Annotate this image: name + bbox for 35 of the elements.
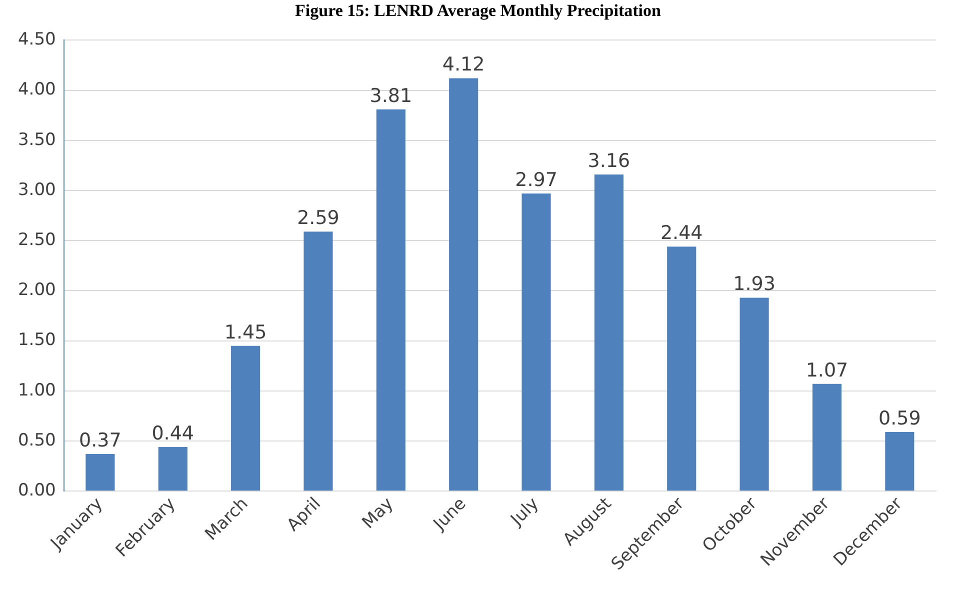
- y-tick-label: 1.00: [18, 380, 56, 400]
- bar: [86, 454, 115, 491]
- data-label: 3.16: [588, 150, 630, 172]
- y-tick-label: 4.00: [18, 80, 56, 100]
- bar: [885, 432, 914, 491]
- data-label: 0.44: [152, 422, 194, 444]
- data-label: 0.59: [878, 407, 921, 430]
- data-label: 3.81: [370, 84, 412, 107]
- data-label: 2.44: [660, 222, 703, 244]
- bar: [522, 194, 551, 491]
- data-label: 2.97: [515, 168, 558, 191]
- data-label: 1.07: [806, 359, 848, 382]
- data-label: 1.93: [733, 273, 776, 296]
- chart-title: Figure 15: LENRD Average Monthly Precipitation: [294, 0, 662, 22]
- y-tick-label: 2.00: [18, 280, 56, 300]
- bar: [667, 246, 696, 491]
- y-tick-label: 3.00: [18, 180, 56, 200]
- bar: [231, 346, 260, 491]
- bar: [158, 447, 188, 491]
- data-label: 1.45: [224, 321, 267, 344]
- y-tick-label: 3.50: [18, 130, 56, 150]
- data-label: 0.37: [79, 429, 122, 452]
- y-tick-label: 0.50: [18, 430, 56, 450]
- bar: [594, 174, 624, 491]
- y-tick-label: 0.00: [18, 480, 56, 501]
- bar: [304, 232, 333, 491]
- bar: [812, 384, 842, 491]
- y-tick-label: 1.50: [18, 330, 56, 350]
- bar: [449, 78, 478, 491]
- bar: [376, 109, 406, 491]
- y-tick-label: 2.50: [18, 230, 56, 250]
- data-label: 4.12: [442, 54, 485, 76]
- data-label: 2.59: [297, 207, 340, 230]
- bar: [740, 298, 769, 491]
- y-tick-label: 4.50: [18, 30, 56, 50]
